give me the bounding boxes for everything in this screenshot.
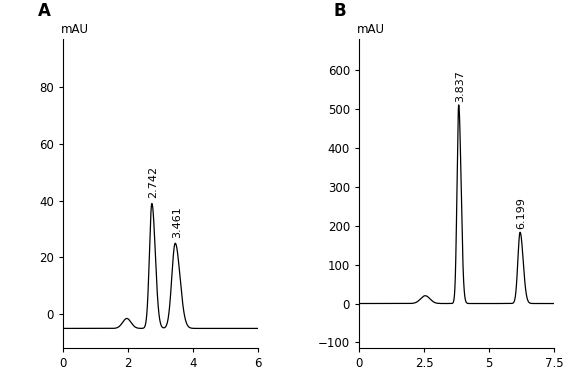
Text: mAU: mAU [61, 22, 89, 36]
Text: 3.837: 3.837 [455, 70, 465, 102]
Text: mAU: mAU [357, 22, 385, 36]
Text: B: B [333, 2, 346, 20]
Text: 6.199: 6.199 [516, 197, 526, 229]
Text: A: A [38, 2, 50, 20]
Text: 3.461: 3.461 [172, 206, 182, 238]
Text: 2.742: 2.742 [148, 166, 159, 198]
